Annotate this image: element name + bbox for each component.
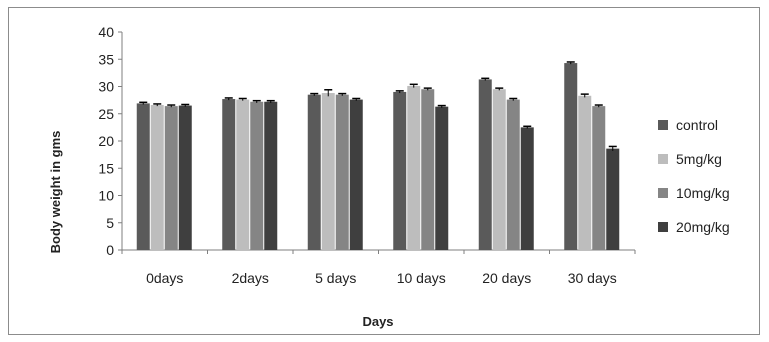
bar	[178, 105, 192, 250]
y-tick-label: 10	[98, 188, 114, 204]
y-tick-label: 35	[98, 51, 114, 67]
bar	[264, 101, 278, 250]
bar	[222, 99, 236, 250]
bar	[393, 91, 407, 250]
plot-area: 0 5 10 15 20 25 30 35 40 0days 2days 5 days 10 days 2…	[98, 24, 636, 286]
bar	[236, 99, 250, 250]
legend-label: control	[676, 117, 718, 133]
bar	[592, 106, 606, 251]
legend-swatch	[658, 120, 668, 130]
bar	[150, 105, 164, 250]
bar	[564, 63, 578, 250]
bar	[136, 103, 150, 251]
chart-frame	[8, 7, 760, 335]
bar	[606, 148, 620, 250]
bar	[506, 99, 520, 250]
x-tick-label: 0days	[146, 270, 183, 286]
x-tick-label: 5 days	[315, 270, 356, 286]
y-tick-label: 15	[98, 160, 114, 176]
y-tick-label: 0	[106, 242, 114, 258]
bar	[520, 127, 534, 250]
y-tick-label: 5	[106, 215, 114, 231]
y-tick-label: 20	[98, 133, 114, 149]
y-tick-label: 30	[98, 79, 114, 95]
bar	[578, 95, 592, 250]
bar	[349, 99, 363, 250]
bar	[478, 79, 492, 250]
bar	[421, 89, 435, 250]
x-tick-label: 2days	[232, 270, 269, 286]
x-axis-title: Days	[362, 314, 393, 329]
legend-swatch	[658, 188, 668, 198]
bar	[307, 94, 321, 250]
x-tick-label: 10 days	[397, 270, 446, 286]
bar	[435, 106, 449, 250]
bar	[164, 106, 178, 251]
y-axis-title: Body weight in gms	[48, 131, 63, 254]
legend-label: 20mg/kg	[676, 219, 730, 235]
x-tick-label: 30 days	[568, 270, 617, 286]
bar	[492, 89, 506, 250]
bar	[407, 85, 421, 250]
legend-label: 5mg/kg	[676, 151, 722, 167]
y-tick-label: 25	[98, 106, 114, 122]
bar	[335, 94, 349, 250]
legend: control 5mg/kg 10mg/kg 20mg/kg	[658, 117, 730, 235]
bar	[250, 101, 264, 250]
legend-label: 10mg/kg	[676, 185, 730, 201]
bar	[321, 93, 335, 250]
legend-swatch	[658, 222, 668, 232]
x-tick-label: 20 days	[482, 270, 531, 286]
legend-swatch	[658, 154, 668, 164]
y-tick-label: 40	[98, 24, 114, 40]
